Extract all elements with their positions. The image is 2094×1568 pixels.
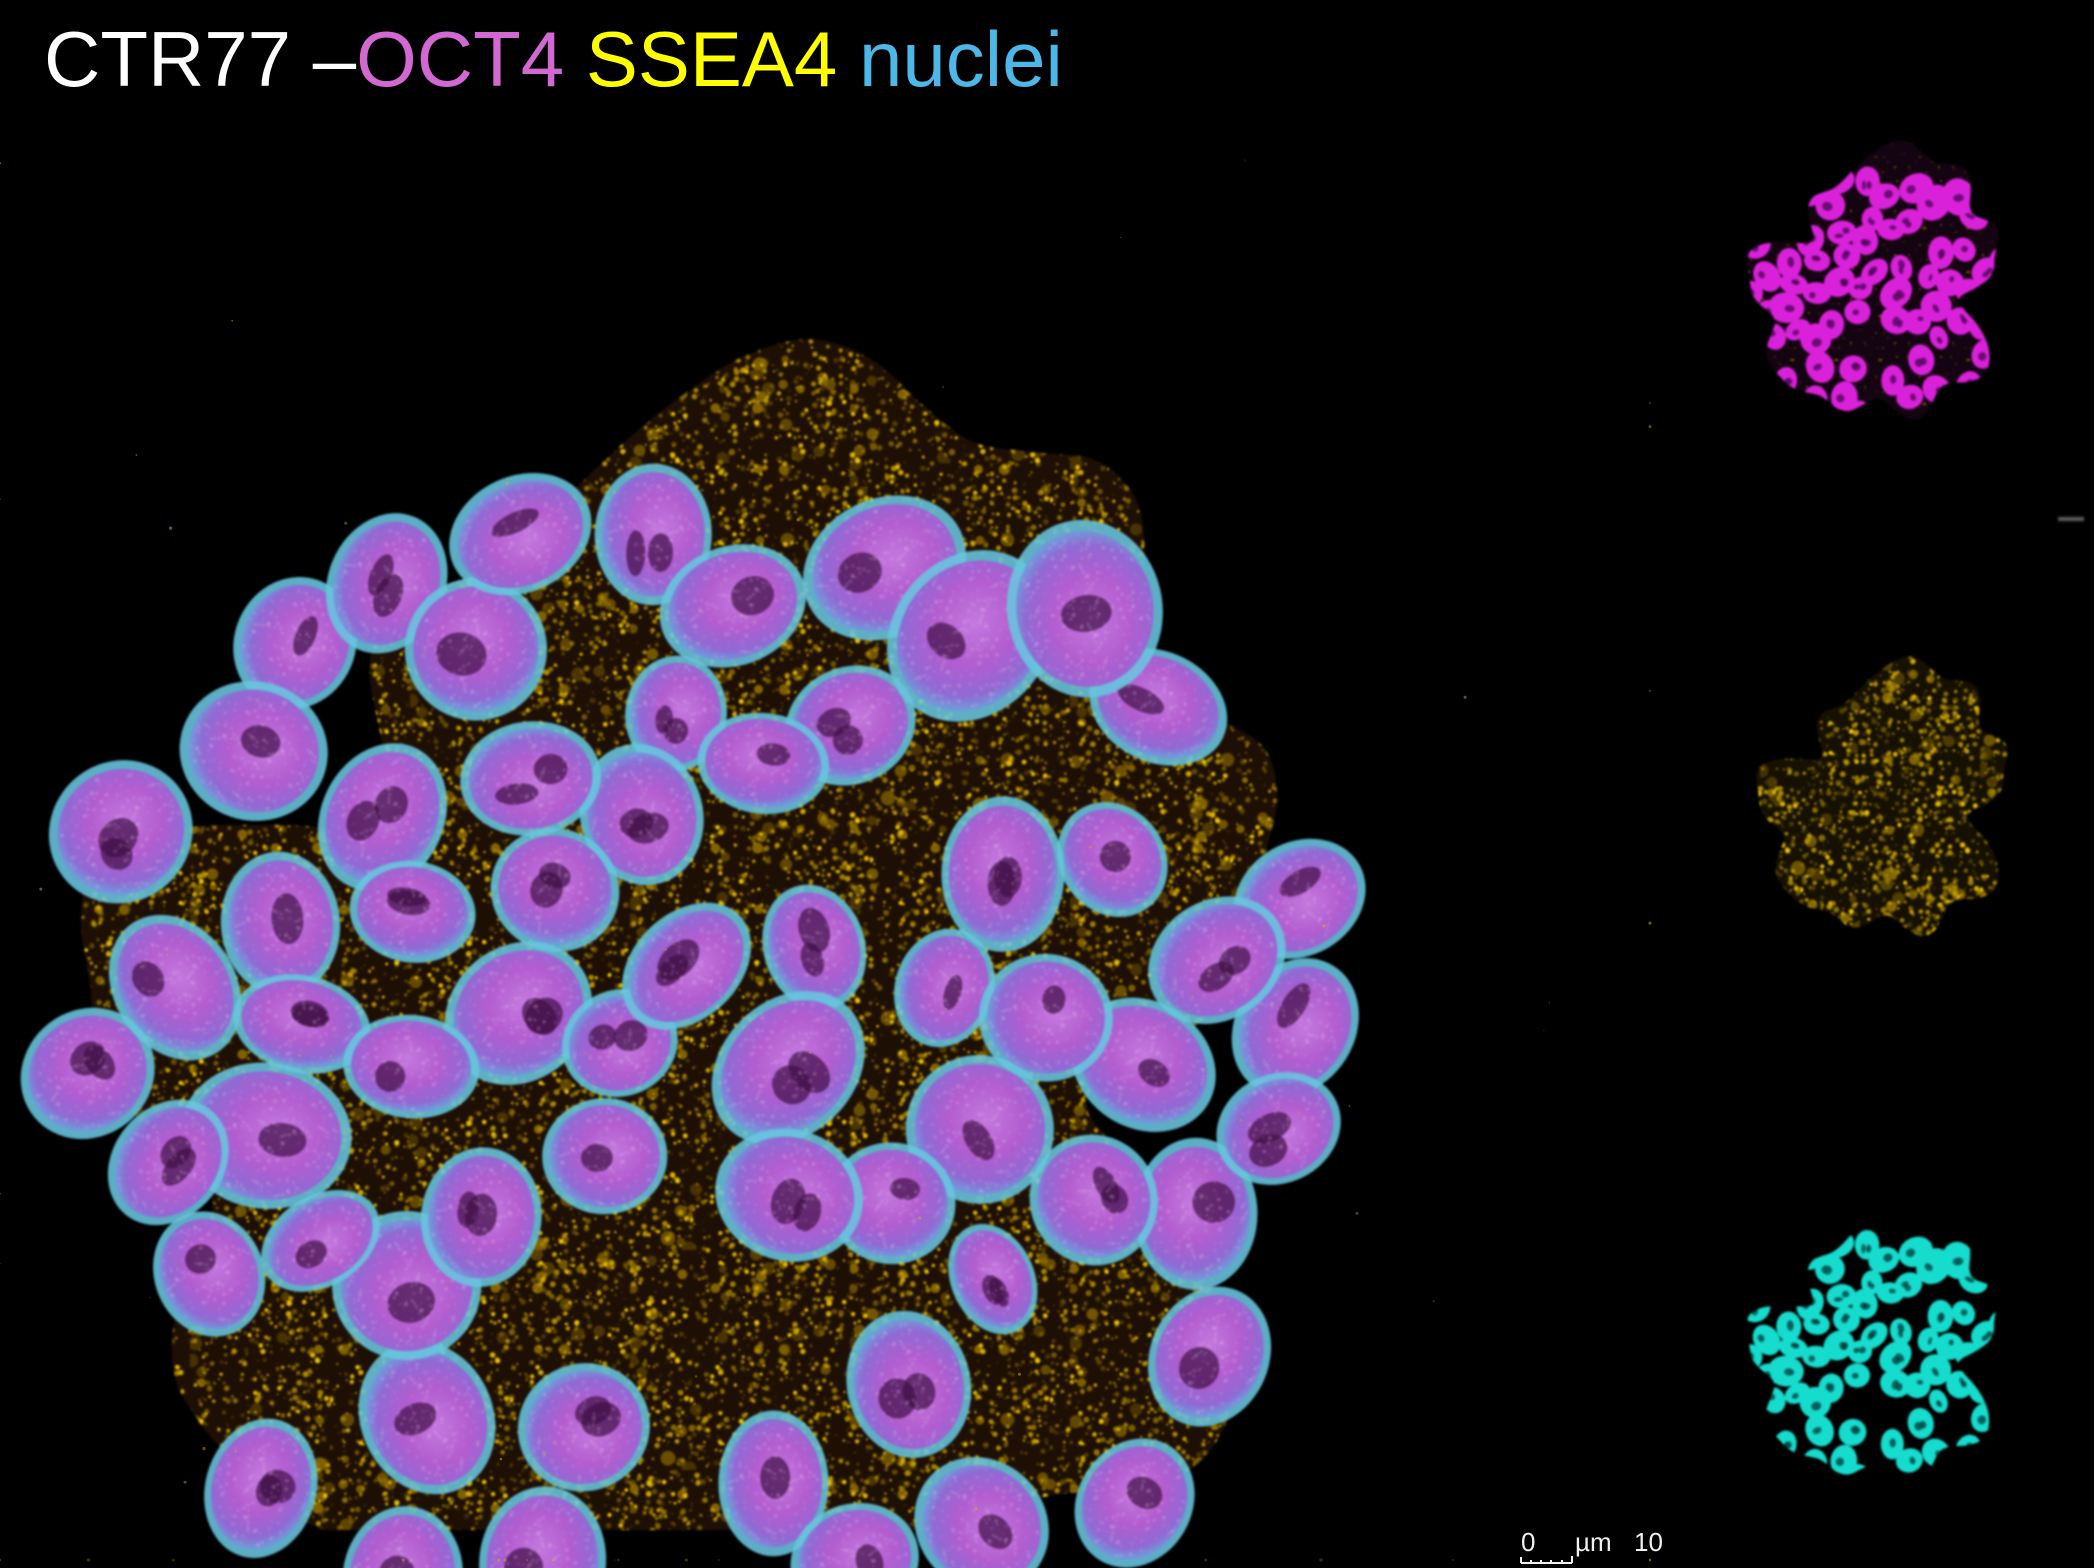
svg-text:10: 10	[1634, 1527, 1663, 1557]
svg-text:0: 0	[1521, 1527, 1535, 1557]
svg-text:µm: µm	[1575, 1527, 1612, 1557]
